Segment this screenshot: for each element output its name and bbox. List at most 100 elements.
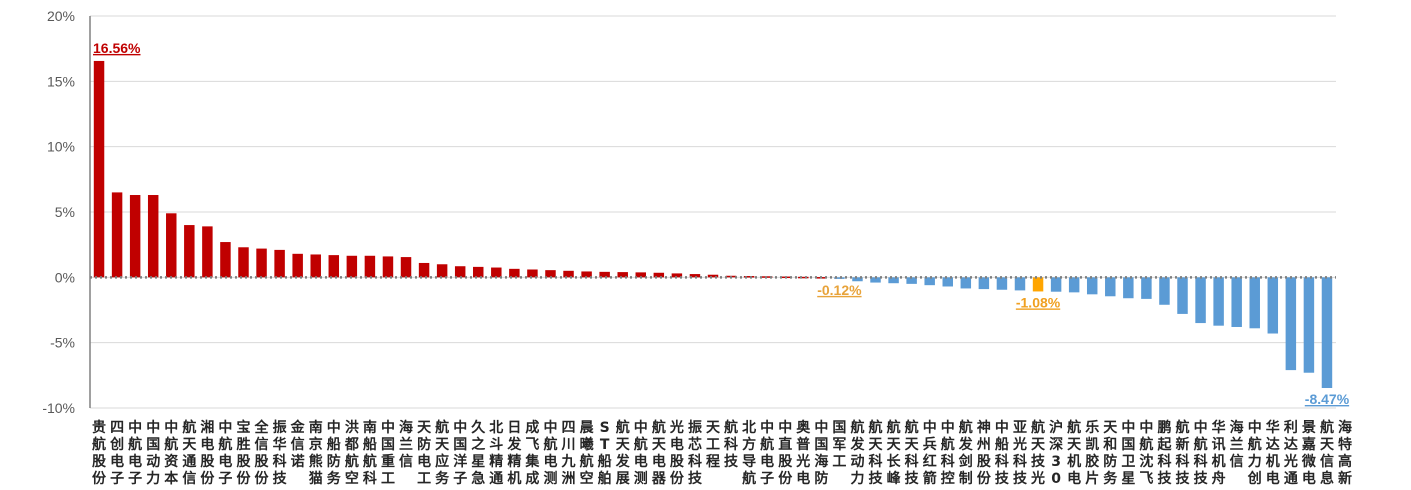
bar [166, 213, 177, 278]
x-category-label: 海特高新 [1338, 419, 1352, 487]
x-category-label: 北斗精通 [489, 420, 503, 487]
bar [527, 269, 538, 278]
x-category-label: 金信诺 [290, 419, 306, 470]
x-category-label: 贵航股份 [92, 419, 107, 487]
bar [906, 277, 917, 284]
x-category-label: 中兵红箭 [923, 419, 937, 487]
bar [220, 242, 231, 278]
x-category-label: 国军工 [832, 420, 846, 470]
bar [707, 274, 719, 278]
bar [274, 249, 285, 278]
x-category-label: 中航资本 [164, 419, 179, 487]
bar [1195, 277, 1206, 324]
x-category-label: 洪都航空 [344, 419, 359, 487]
bar [689, 274, 701, 278]
bar [545, 270, 556, 278]
bar [1303, 277, 1315, 373]
x-category-label: 航天机电 [1067, 419, 1082, 487]
x-category-label: 中航力创 [1247, 419, 1262, 487]
x-category-label: 中航电子 [760, 419, 774, 487]
x-category-label: 中航科技 [1194, 419, 1209, 487]
bar [1014, 277, 1026, 291]
x-category-label: 中国海防 [814, 419, 828, 487]
x-category-label: 中航电测 [543, 419, 557, 487]
x-category-label: 日发精机 [506, 420, 522, 487]
bar [1141, 277, 1152, 299]
x-category-label: 中航沈飞 [1139, 419, 1153, 487]
x-category-label: 四川九洲 [561, 420, 576, 487]
bar [310, 254, 321, 278]
bar [1105, 277, 1116, 297]
bar [256, 248, 267, 278]
x-category-label: 华达机电 [1266, 419, 1280, 487]
x-category-label: 航发动力 [849, 419, 865, 487]
x-category-label: 航天发展 [615, 419, 631, 487]
bar [328, 255, 340, 278]
bar [1213, 277, 1224, 326]
bar [1231, 277, 1242, 327]
x-category-label: 宝胜股份 [236, 419, 251, 487]
y-tick-label: -5% [50, 335, 75, 351]
x-category-label: 成飞集成 [524, 419, 540, 487]
bar [382, 256, 394, 278]
bar [978, 277, 990, 290]
x-category-label: 中直股份 [778, 419, 793, 487]
x-category-label: 北方导航 [742, 420, 756, 487]
bar [346, 255, 358, 278]
bar [996, 277, 1008, 290]
x-category-label: 全信股份 [254, 419, 270, 487]
bar [960, 277, 972, 289]
bar [364, 255, 376, 278]
bar [761, 276, 773, 278]
x-category-label: 中船防务 [327, 419, 342, 487]
bar [617, 272, 628, 278]
y-tick-label: -10% [42, 400, 75, 416]
x-category-label: 晨曦航空 [580, 420, 595, 487]
bar [1285, 277, 1297, 371]
bar [1249, 277, 1260, 329]
bar [653, 272, 665, 278]
bar [111, 192, 123, 278]
x-category-label: 南京熊猫 [309, 419, 323, 487]
bar [1159, 277, 1170, 305]
y-tick-label: 0% [55, 269, 75, 285]
bar [418, 262, 430, 278]
x-category-label: 航科技 [724, 419, 739, 470]
bar [671, 273, 683, 278]
data-label: -0.12% [817, 282, 862, 298]
bar [870, 277, 881, 283]
bar [1068, 277, 1080, 293]
bar [202, 226, 213, 278]
bar [473, 266, 484, 278]
bar [1032, 277, 1044, 292]
bar [599, 271, 610, 278]
x-category-label: 航天通信 [182, 419, 197, 487]
x-category-label: 天防电工 [417, 420, 432, 487]
data-label: -8.47% [1305, 391, 1350, 407]
x-category-label: 鹏起科技 [1156, 419, 1172, 487]
bar [491, 267, 502, 278]
x-category-label: 航天科技 [905, 419, 920, 487]
bar [888, 277, 899, 284]
x-category-label: 中航电子 [128, 419, 142, 487]
bar [454, 266, 466, 278]
x-category-label: 天和防务 [1103, 420, 1118, 487]
x-category-label: 奥普光电 [795, 419, 811, 487]
x-category-label: 亚光科技 [1012, 420, 1028, 487]
data-label: -1.08% [1016, 294, 1061, 310]
bar [1123, 277, 1134, 299]
data-label: 16.56% [93, 40, 141, 56]
x-category-label: S T 船舶 [598, 420, 612, 487]
x-category-label: 光电股份 [669, 419, 685, 487]
y-tick-label: 20% [47, 8, 75, 24]
x-category-label: 中航电子 [218, 419, 232, 487]
bar [1086, 277, 1098, 295]
bar [635, 272, 647, 278]
x-category-label: 航发剑制 [958, 419, 974, 487]
x-category-label: 天工程 [706, 420, 721, 470]
y-tick-label: 15% [47, 73, 75, 89]
bar [1267, 277, 1279, 334]
x-category-label: 航天电器 [651, 419, 667, 487]
bar [852, 277, 863, 282]
bar [1050, 277, 1062, 292]
